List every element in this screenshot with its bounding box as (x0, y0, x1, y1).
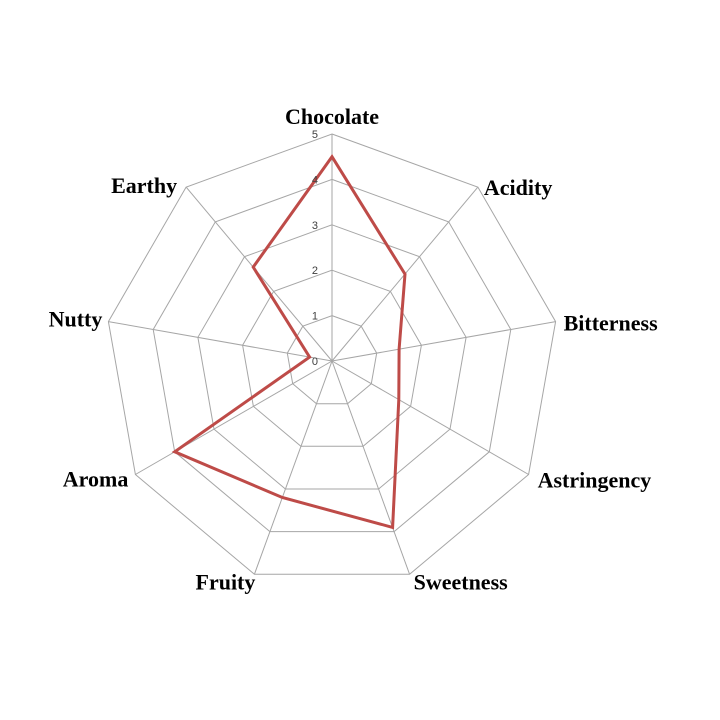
axis-label-nutty: Nutty (49, 307, 103, 332)
grid-ring (242, 269, 422, 447)
axis-label-bitterness: Bitterness (564, 311, 659, 336)
axis-spoke (108, 321, 333, 362)
axis-spoke (135, 360, 333, 475)
axis-label-astringency: Astringency (538, 468, 652, 493)
radial-tick-label: 1 (312, 311, 318, 323)
radial-tick-label: 3 (312, 220, 318, 232)
radial-tick-label: 0 (312, 356, 318, 368)
grid-ring (107, 133, 557, 575)
radial-tick-label: 2 (312, 265, 318, 277)
radial-tick-label: 5 (312, 129, 318, 141)
axis-label-earthy: Earthy (111, 173, 177, 198)
axis-label-acidity: Acidity (484, 175, 552, 200)
axis-label-aroma: Aroma (63, 467, 129, 492)
grid-ring (152, 178, 512, 533)
radial-tick-label: 4 (312, 174, 318, 186)
axis-spoke (331, 360, 411, 575)
axis-spoke (331, 321, 556, 362)
axis-spoke (331, 360, 529, 475)
series-polygon (171, 153, 407, 530)
axis-spoke (253, 360, 333, 575)
axis-label-chocolate: Chocolate (285, 104, 379, 129)
grid-ring (197, 224, 467, 490)
grid-ring (286, 315, 378, 405)
axis-label-sweetness: Sweetness (414, 569, 509, 594)
axis-label-fruity: Fruity (196, 569, 256, 594)
